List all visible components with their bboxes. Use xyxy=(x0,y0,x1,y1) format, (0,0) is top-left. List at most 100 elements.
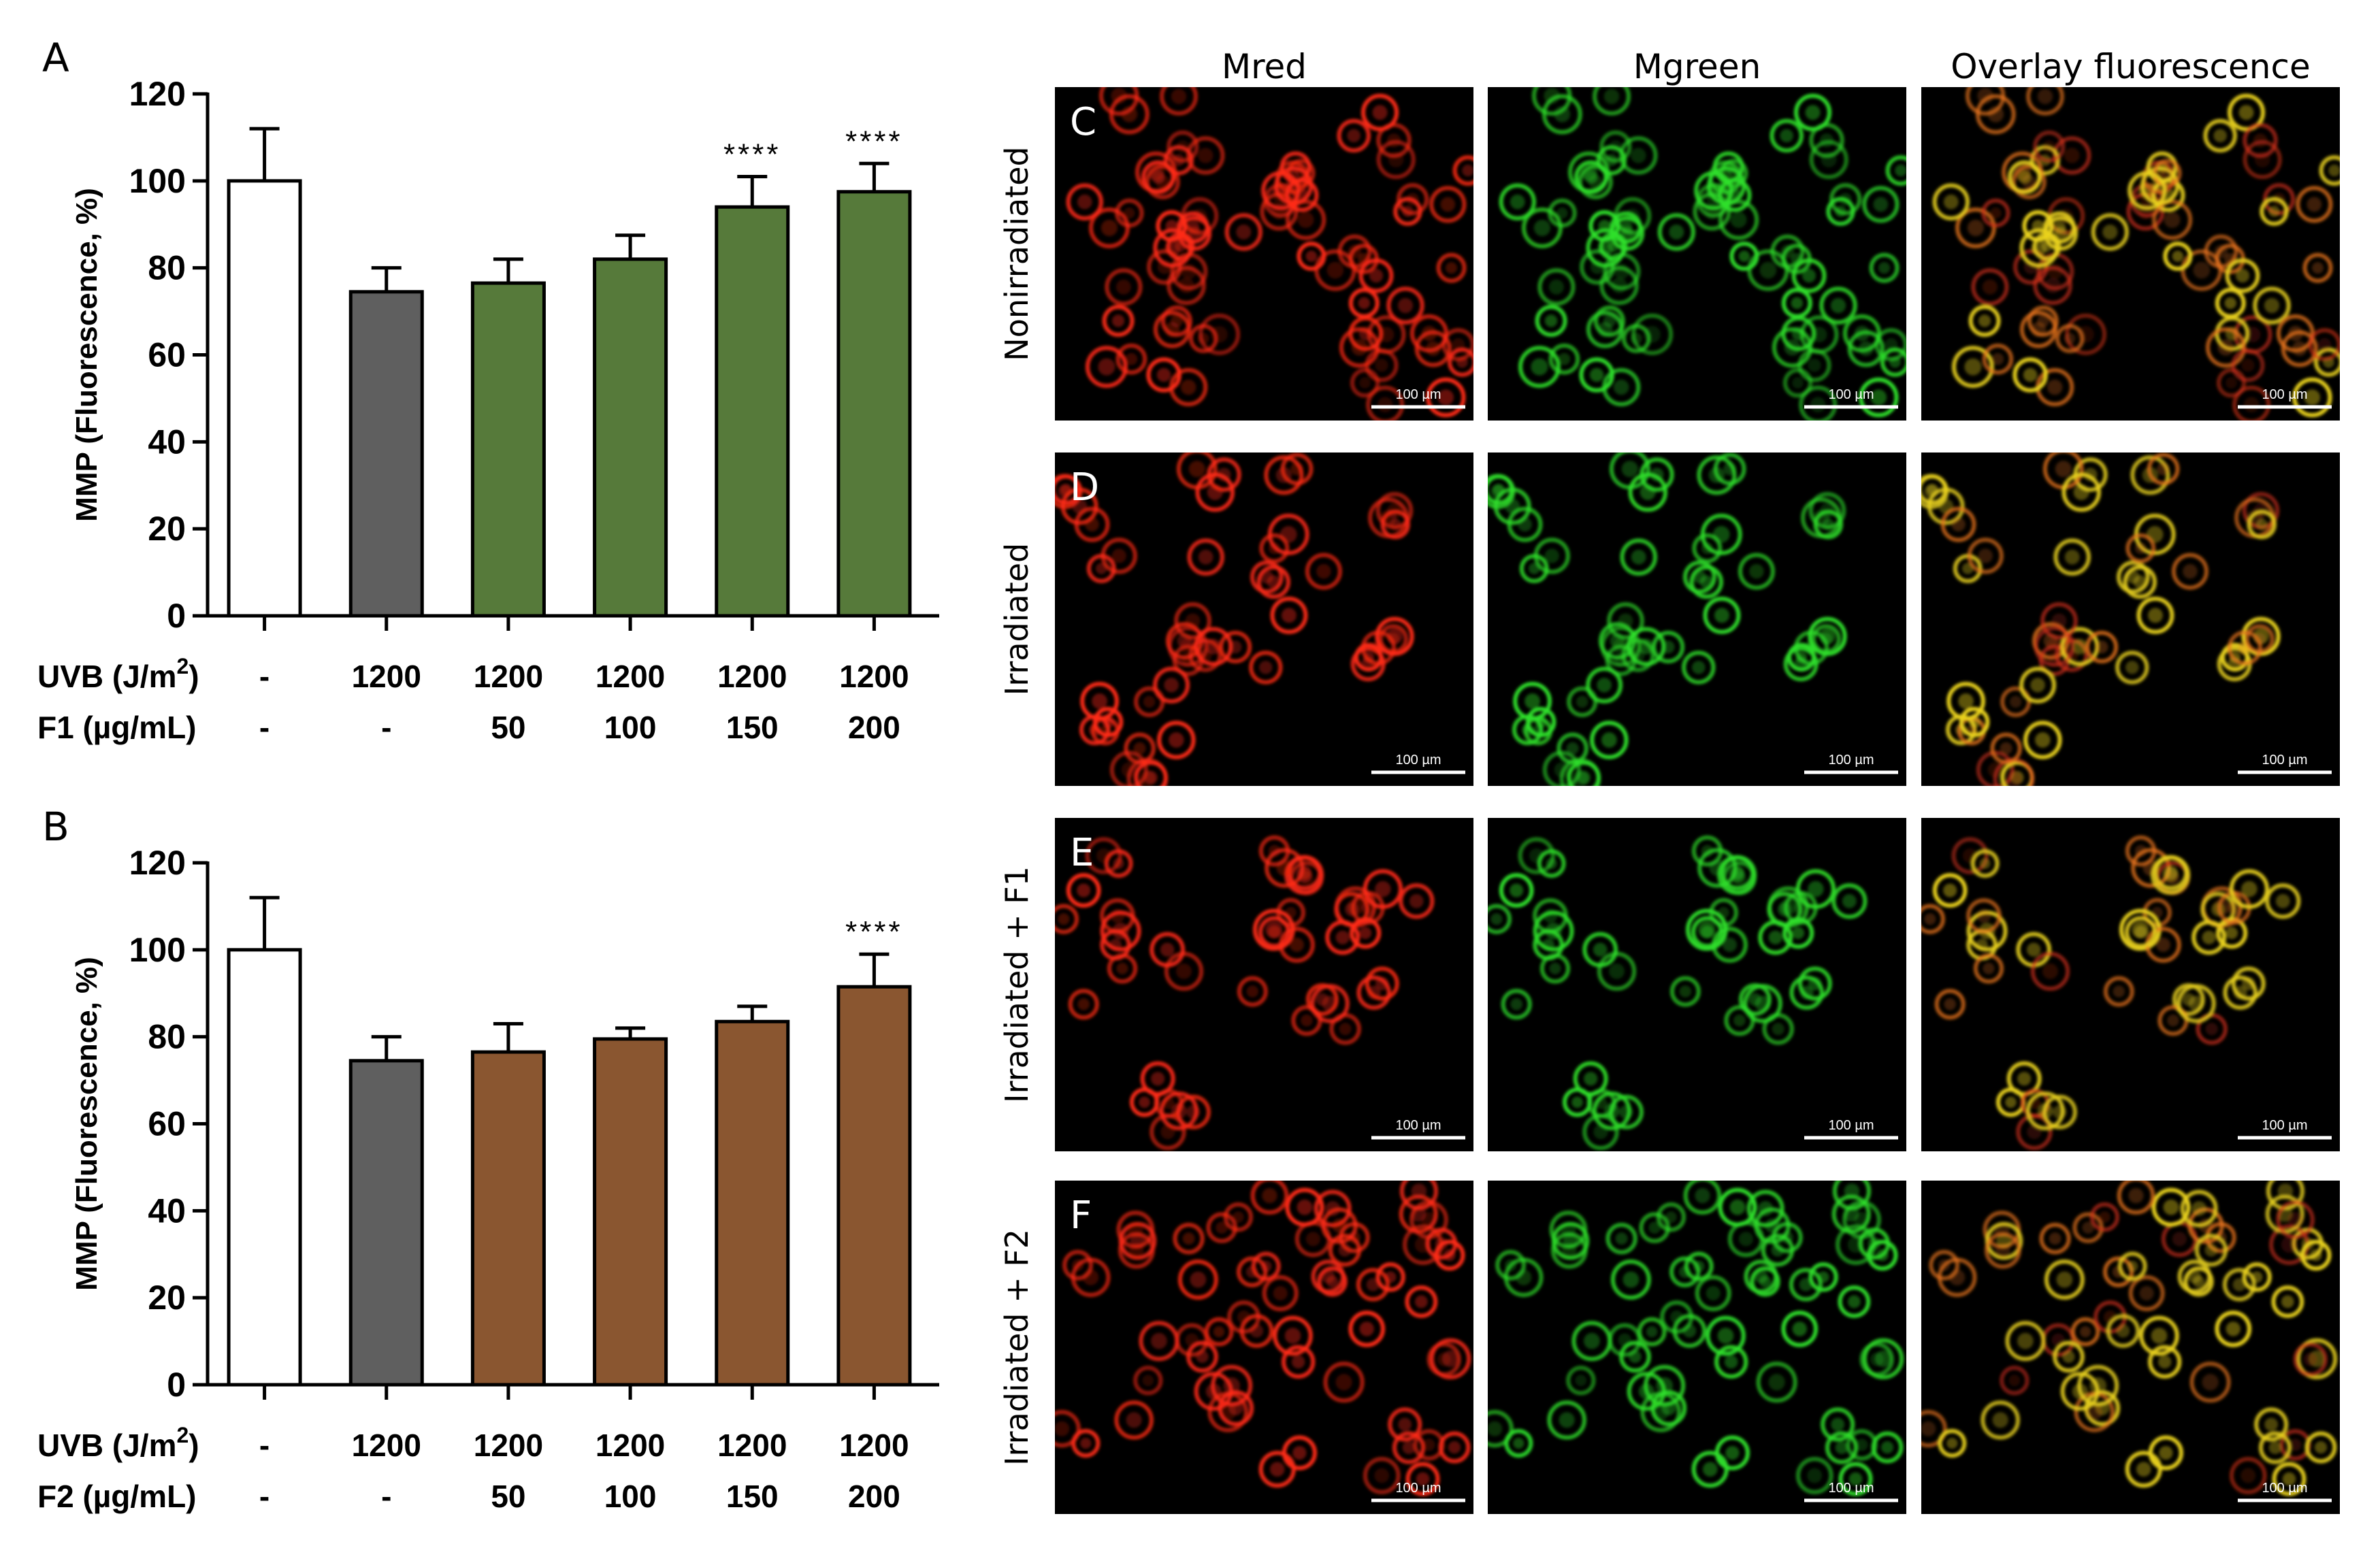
cell-nucleus xyxy=(2030,678,2045,693)
cell-nucleus xyxy=(1964,358,1982,376)
micrograph-c-3: 100 µm xyxy=(1921,87,2340,421)
cell xyxy=(1819,286,1857,325)
cell xyxy=(1287,855,1322,891)
cell-nucleus xyxy=(1335,930,1350,944)
cell-nucleus xyxy=(1510,998,1523,1010)
cell-nucleus xyxy=(1228,640,1242,654)
cell xyxy=(1842,314,1881,352)
dose-value: 150 xyxy=(726,1479,779,1514)
y-tick-label: 40 xyxy=(148,1191,186,1230)
cell-nucleus xyxy=(2053,1105,2067,1119)
cell xyxy=(1695,1274,1731,1312)
cell-nucleus xyxy=(1111,87,1127,104)
cells xyxy=(1921,453,2281,786)
cell xyxy=(1314,249,1356,291)
cell-nucleus xyxy=(1631,333,1642,344)
cell xyxy=(1164,951,1204,991)
cell xyxy=(2085,630,2119,663)
y-tick-label: 40 xyxy=(148,423,186,461)
y-tick-label: 20 xyxy=(148,1279,186,1317)
cell-nucleus xyxy=(1325,1201,1341,1217)
cell xyxy=(1976,751,2015,786)
cell xyxy=(1770,234,1805,269)
cell-nucleus xyxy=(1630,148,1646,163)
cell xyxy=(1186,136,1225,175)
cell-nucleus xyxy=(2008,1375,2021,1387)
cell-nucleus xyxy=(1576,695,1588,708)
cell-nucleus xyxy=(1691,661,1706,674)
cell xyxy=(1365,348,1399,382)
cell xyxy=(2223,975,2257,1010)
cell-nucleus xyxy=(2113,985,2125,998)
bar xyxy=(836,190,912,618)
cell-nucleus xyxy=(2116,1324,2130,1338)
cell xyxy=(1273,1315,1313,1356)
cell xyxy=(2128,171,2167,210)
cell xyxy=(1548,198,1577,228)
cell-nucleus xyxy=(2277,1183,2294,1199)
cell-nucleus xyxy=(2064,148,2080,163)
cell-nucleus xyxy=(1386,133,1401,148)
cell xyxy=(1388,1407,1422,1442)
cell-nucleus xyxy=(2163,1199,2179,1215)
cell-nucleus xyxy=(1842,893,1857,908)
cell-nucleus xyxy=(2056,1271,2073,1288)
cell xyxy=(1109,94,1150,135)
cell-nucleus xyxy=(1322,996,1338,1012)
cell-nucleus xyxy=(1409,893,1424,908)
y-tick-label: 100 xyxy=(129,162,186,200)
cell-nucleus xyxy=(1583,1332,1600,1349)
cell xyxy=(1965,87,2006,116)
cell xyxy=(2074,1392,2115,1432)
cell-nucleus xyxy=(1292,1445,1307,1460)
cell-nucleus xyxy=(2126,1260,2138,1272)
cell-nucleus xyxy=(2205,1023,2218,1036)
cell xyxy=(1548,343,1580,375)
cell xyxy=(1282,1345,1316,1379)
cell xyxy=(2228,93,2266,131)
cell xyxy=(1607,602,1644,640)
cell-nucleus xyxy=(2155,937,2170,952)
cell-nucleus xyxy=(1510,883,1524,898)
cell-nucleus xyxy=(1780,129,1793,143)
cell xyxy=(1813,509,1843,540)
cell-nucleus xyxy=(1679,985,1692,998)
cell xyxy=(1542,94,1582,135)
cell-nucleus xyxy=(1544,314,1558,327)
dose-row-label: F2 (µg/mL) xyxy=(37,1479,196,1514)
cell-nucleus xyxy=(1414,1236,1431,1253)
cell xyxy=(2177,984,2216,1023)
cell xyxy=(2117,1251,2147,1281)
cell-nucleus xyxy=(1701,542,1713,555)
cell-nucleus xyxy=(1619,1105,1633,1119)
cell xyxy=(2243,122,2278,159)
cell-nucleus xyxy=(1533,219,1551,237)
cell xyxy=(1115,198,1144,228)
cell-nucleus xyxy=(1566,742,1579,755)
cell xyxy=(1600,626,1642,667)
cell xyxy=(1153,228,1193,268)
cell-nucleus xyxy=(1077,194,1092,210)
scale-bar-label: 100 µm xyxy=(2262,753,2307,768)
cell xyxy=(1542,751,1581,786)
cell xyxy=(1503,1257,1544,1298)
cell-nucleus xyxy=(1297,1199,1313,1215)
cell xyxy=(1985,1221,2023,1260)
cell xyxy=(1871,1431,1904,1464)
cell-nucleus xyxy=(1820,633,1832,645)
cell-nucleus xyxy=(1593,942,1608,957)
micrograph-e-1: E 100 µm xyxy=(1055,818,1473,1151)
cell-nucleus xyxy=(1338,1243,1352,1257)
cell xyxy=(2000,686,2032,717)
cell-nucleus xyxy=(1749,563,1764,579)
cell xyxy=(2247,509,2277,540)
cell xyxy=(1089,208,1130,248)
row-label: Nonirradiated xyxy=(998,146,1035,361)
cell-nucleus xyxy=(2041,240,2053,252)
cell xyxy=(1405,1285,1438,1318)
cell-nucleus xyxy=(1854,1212,1870,1228)
cell-nucleus xyxy=(2128,1187,2144,1204)
cell-nucleus xyxy=(2235,269,2250,283)
cell-nucleus xyxy=(1110,908,1125,923)
cell-nucleus xyxy=(1717,1328,1734,1344)
